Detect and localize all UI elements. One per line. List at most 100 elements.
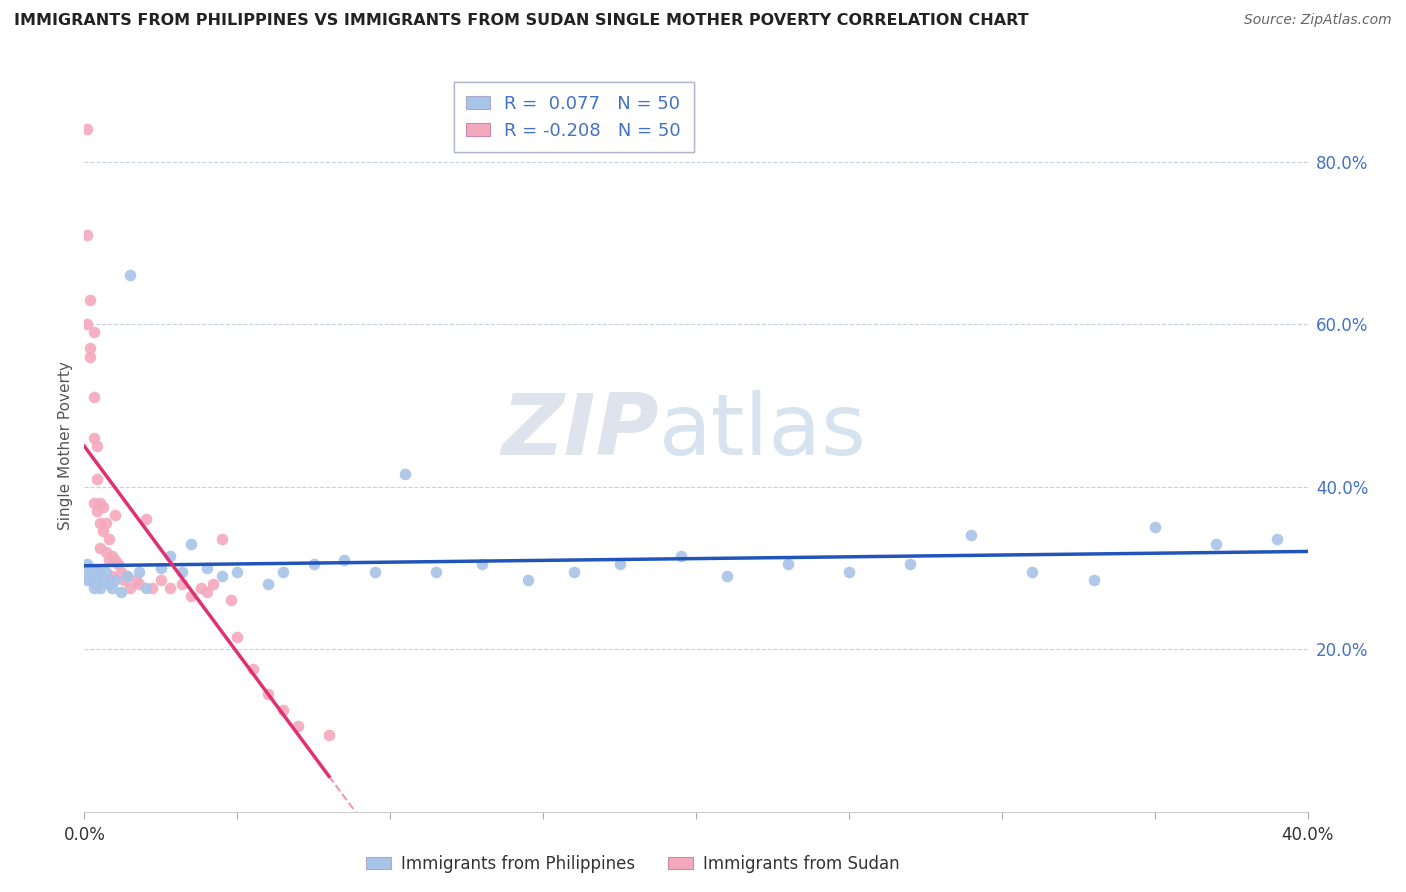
Point: [112, 573, 135, 587]
Point: [89, 541, 111, 555]
Point: [333, 553, 356, 567]
Point: [242, 663, 264, 677]
Point: [76, 557, 98, 571]
Point: [110, 565, 132, 579]
Point: [86, 471, 108, 485]
Point: [271, 703, 294, 717]
Point: [135, 512, 157, 526]
Point: [79, 293, 101, 307]
Point: [1083, 573, 1105, 587]
Point: [128, 565, 150, 579]
Point: [89, 565, 111, 579]
Point: [219, 593, 242, 607]
Point: [94, 516, 117, 531]
Point: [83, 496, 105, 510]
Point: [97, 533, 120, 547]
Point: [94, 544, 117, 558]
Point: [86, 439, 108, 453]
Point: [104, 573, 127, 587]
Text: IMMIGRANTS FROM PHILIPPINES VS IMMIGRANTS FROM SUDAN SINGLE MOTHER POVERTY CORRE: IMMIGRANTS FROM PHILIPPINES VS IMMIGRANT…: [14, 13, 1029, 29]
Text: atlas: atlas: [659, 390, 868, 473]
Point: [115, 569, 138, 583]
Point: [562, 565, 585, 579]
Point: [79, 561, 101, 575]
Legend: Immigrants from Philippines, Immigrants from Sudan: Immigrants from Philippines, Immigrants …: [359, 848, 907, 880]
Point: [211, 533, 233, 547]
Point: [898, 557, 921, 571]
Point: [471, 557, 494, 571]
Point: [79, 573, 101, 587]
Point: [104, 553, 127, 567]
Point: [838, 565, 860, 579]
Point: [257, 687, 280, 701]
Point: [609, 557, 631, 571]
Point: [94, 565, 117, 579]
Point: [394, 467, 416, 482]
Point: [97, 577, 120, 591]
Point: [86, 577, 108, 591]
Point: [141, 581, 163, 595]
Point: [107, 557, 129, 571]
Point: [211, 569, 233, 583]
Point: [716, 569, 738, 583]
Point: [159, 581, 181, 595]
Point: [101, 581, 124, 595]
Point: [669, 549, 692, 563]
Point: [86, 504, 108, 518]
Point: [83, 569, 105, 583]
Point: [776, 557, 799, 571]
Point: [149, 561, 172, 575]
Point: [91, 500, 114, 514]
Legend: R =  0.077   N = 50, R = -0.208   N = 50: R = 0.077 N = 50, R = -0.208 N = 50: [454, 82, 693, 153]
Point: [159, 549, 181, 563]
Point: [226, 565, 249, 579]
Point: [83, 390, 105, 404]
Point: [180, 590, 202, 604]
Text: ZIP: ZIP: [502, 390, 659, 473]
Point: [89, 581, 111, 595]
Text: Source: ZipAtlas.com: Source: ZipAtlas.com: [1244, 13, 1392, 28]
Point: [302, 557, 325, 571]
Point: [76, 565, 98, 579]
Point: [195, 561, 218, 575]
Point: [76, 573, 98, 587]
Point: [287, 719, 309, 733]
Point: [1143, 520, 1166, 534]
Point: [1021, 565, 1043, 579]
Point: [115, 569, 138, 583]
Point: [120, 268, 142, 283]
Point: [257, 577, 280, 591]
Point: [79, 350, 101, 364]
Point: [195, 585, 218, 599]
Point: [120, 581, 142, 595]
Point: [101, 569, 124, 583]
Point: [128, 577, 150, 591]
Point: [76, 122, 98, 136]
Point: [76, 227, 98, 242]
Point: [190, 581, 212, 595]
Point: [97, 553, 120, 567]
Point: [76, 317, 98, 331]
Point: [91, 524, 114, 539]
Point: [125, 573, 148, 587]
Point: [172, 565, 194, 579]
Point: [425, 565, 447, 579]
Point: [364, 565, 387, 579]
Point: [104, 508, 127, 522]
Point: [1265, 533, 1288, 547]
Point: [201, 577, 224, 591]
Point: [83, 581, 105, 595]
Point: [110, 585, 132, 599]
Point: [101, 549, 124, 563]
Point: [1205, 536, 1227, 550]
Point: [180, 536, 202, 550]
Point: [135, 581, 157, 595]
Point: [79, 342, 101, 356]
Point: [89, 496, 111, 510]
Point: [91, 573, 114, 587]
Point: [226, 630, 249, 644]
Point: [516, 573, 538, 587]
Point: [149, 573, 172, 587]
Point: [89, 516, 111, 531]
Point: [172, 577, 194, 591]
